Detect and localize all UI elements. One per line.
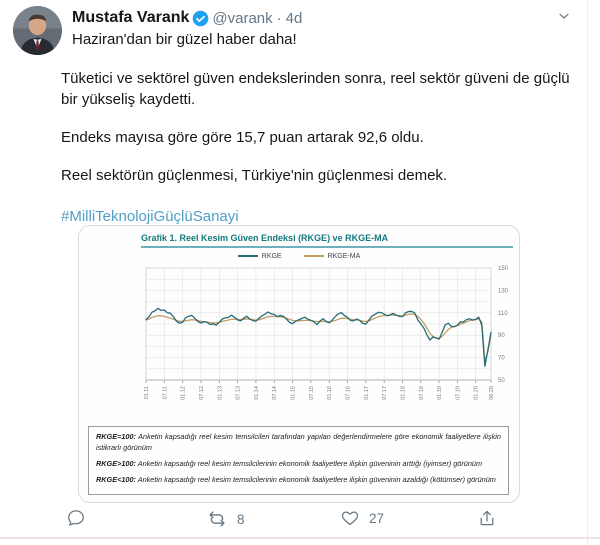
svg-text:01.16: 01.16 (327, 386, 333, 400)
svg-text:07.11: 07.11 (162, 386, 168, 399)
chart-title-rule (141, 246, 513, 248)
verified-badge-icon (192, 10, 209, 27)
attached-chart-image[interactable]: Grafik 1. Reel Kesim Güven Endeksi (RKGE… (78, 225, 520, 503)
page-right-edge (587, 0, 588, 545)
note-label: RKGE>100: (96, 458, 136, 468)
avatar[interactable] (13, 6, 62, 55)
svg-text:70: 70 (498, 356, 505, 362)
retweet-icon (209, 511, 225, 527)
tweet-paragraph: Endeks mayısa göre göre 15,7 puan artara… (61, 129, 424, 146)
svg-text:06.20: 06.20 (489, 386, 495, 400)
chart-note: RKGE=100: Anketin kapsadığı reel kesim t… (96, 432, 501, 454)
reply-button[interactable] (66, 508, 95, 528)
svg-text:07.15: 07.15 (309, 386, 315, 400)
legend-label: RKGE-MA (327, 253, 361, 260)
tweet-intro-line: Haziran'dan bir güzel haber daha! (72, 31, 297, 48)
like-count: 27 (369, 510, 385, 526)
chart-note: RKGE<100: Anketin kapsadığı reel kesim t… (96, 475, 501, 486)
svg-text:01.12: 01.12 (181, 386, 187, 400)
chart-note: RKGE>100: Anketin kapsadığı reel kesim t… (96, 459, 501, 470)
svg-text:01.13: 01.13 (217, 386, 223, 400)
legend-label: RKGE (261, 253, 282, 260)
svg-text:07.19: 07.19 (455, 386, 461, 400)
svg-text:150: 150 (498, 266, 509, 272)
svg-text:50: 50 (498, 378, 505, 384)
chevron-down-icon[interactable] (556, 8, 572, 29)
separator-dot: · (276, 9, 282, 27)
rkge-line-swatch (237, 255, 258, 258)
note-text: Anketin kapsadığı reel kesim temsilciler… (96, 432, 501, 452)
svg-text:07.13: 07.13 (236, 386, 242, 400)
tweet-body: Tüketici ve sektörel güven endekslerinde… (61, 68, 589, 227)
tweet-action-bar: 8 27 (0, 506, 600, 536)
share-button[interactable] (477, 508, 497, 528)
svg-text:130: 130 (498, 288, 509, 294)
svg-text:01.18: 01.18 (400, 386, 406, 400)
svg-text:01.11: 01.11 (144, 386, 150, 399)
share-icon (480, 510, 494, 526)
hashtag-link[interactable]: #MilliTeknolojiGüçlüSanayi (61, 208, 239, 225)
svg-text:90: 90 (498, 333, 505, 339)
svg-text:07.16: 07.16 (346, 386, 352, 400)
note-text: Anketin kapsadığı reel kesim temsilciler… (137, 474, 496, 484)
like-button[interactable]: 27 (340, 508, 384, 528)
note-label: RKGE=100: (96, 432, 136, 441)
rkge-ma-line-swatch (303, 255, 324, 258)
bottom-divider (0, 537, 600, 539)
svg-text:01.17: 01.17 (364, 386, 370, 400)
reply-icon (68, 510, 84, 526)
svg-text:07.18: 07.18 (419, 386, 425, 400)
retweet-count: 8 (237, 511, 245, 527)
svg-text:01.19: 01.19 (437, 386, 443, 400)
tweet-header: Mustafa Varank @varank · 4d (72, 9, 302, 27)
heart-icon (341, 511, 359, 526)
author-name[interactable]: Mustafa Varank (72, 9, 190, 26)
svg-text:07.12: 07.12 (199, 386, 205, 400)
retweet-button[interactable]: 8 (206, 508, 245, 530)
tweet-paragraph: Reel sektörün güçlenmesi, Türkiye'nin gü… (61, 167, 448, 184)
svg-text:01.14: 01.14 (254, 386, 260, 400)
svg-text:01.20: 01.20 (474, 386, 480, 400)
author-handle[interactable]: @varank (212, 9, 273, 27)
timestamp[interactable]: 4d (285, 9, 303, 27)
legend-item-rkge-ma: RKGE-MA (303, 253, 361, 260)
note-label: RKGE<100: (96, 474, 136, 484)
svg-text:110: 110 (498, 311, 508, 317)
svg-text:07.17: 07.17 (382, 386, 388, 400)
note-text: Anketin kapsadığı reel kesim temsilciler… (137, 458, 483, 468)
chart-title: Grafik 1. Reel Kesim Güven Endeksi (RKGE… (141, 233, 389, 243)
chart-legend: RKGE RKGE-MA (79, 253, 519, 260)
chart-notes-box: RKGE=100: Anketin kapsadığı reel kesim t… (88, 426, 509, 495)
svg-text:01.15: 01.15 (291, 386, 297, 400)
chart-plot: 01.11 07.11 01.12 07.12 01.13 07.13 01.14 07.14… (144, 266, 509, 400)
svg-text:07.14: 07.14 (272, 386, 278, 400)
tweet-paragraph: Tüketici ve sektörel güven endekslerinde… (61, 70, 570, 108)
avatar-photo (13, 6, 62, 55)
legend-item-rkge: RKGE (237, 253, 282, 260)
